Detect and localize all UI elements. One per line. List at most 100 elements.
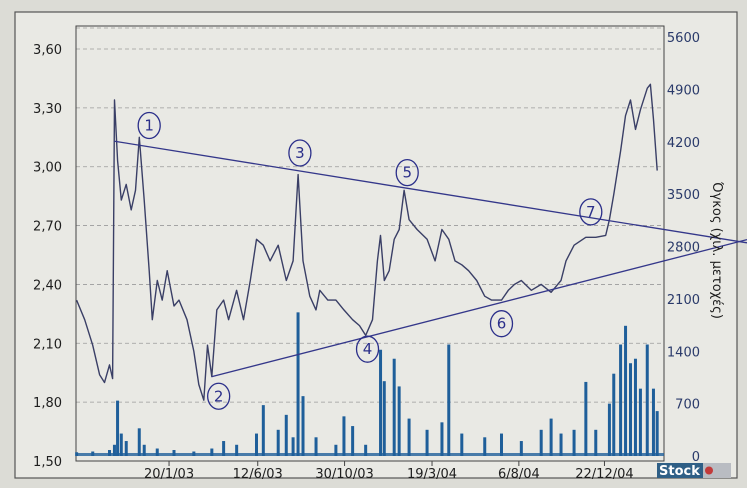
volume-bar (155, 448, 159, 456)
volume-bar (559, 433, 563, 456)
volume-bar (291, 437, 295, 456)
x-tick-label: 6/8/04 (498, 467, 540, 482)
x-tick-label: 12/6/03 (233, 467, 283, 482)
volume-bar (594, 429, 598, 456)
volume-bar (296, 312, 300, 456)
y2-tick-label: 5600 (667, 31, 700, 46)
plot-area (75, 25, 665, 462)
y2-tick-label: 1400 (667, 345, 700, 360)
volume-bar (142, 444, 146, 456)
trendline (211, 239, 747, 378)
volume-bar (645, 344, 649, 456)
y-axis-right: 5600 4900 4200 3500 2800 2100 1400 700 0 (667, 31, 700, 465)
volume-bar (210, 448, 214, 456)
volume-bar (519, 441, 523, 456)
volume-bar (655, 411, 659, 456)
volume-bar (624, 325, 628, 456)
x-tick-label: 30/10/03 (315, 467, 373, 482)
y2-tick-label: 2100 (667, 293, 700, 308)
volume-bar (284, 414, 288, 456)
volume-bar (407, 418, 411, 456)
volume-bar (651, 388, 655, 456)
annotation-marker: 5 (395, 158, 419, 187)
volume-bar (91, 451, 95, 456)
volume-bar (124, 441, 128, 456)
volume-bar (382, 381, 386, 456)
volume-bar (192, 451, 196, 456)
volume-bar (619, 344, 623, 456)
y-tick-label: 1,80 (33, 396, 62, 411)
volume-bar (440, 422, 444, 456)
volume-bar (172, 450, 176, 456)
volume-bar (254, 433, 258, 456)
volume-bar (549, 418, 553, 456)
volume-bar (107, 450, 111, 456)
volume-bar (572, 429, 576, 456)
y2-tick-label: 700 (675, 398, 700, 413)
y2-tick-label: 4900 (667, 83, 700, 98)
chart-frame (14, 11, 738, 479)
volume-bar (334, 444, 338, 456)
y-tick-label: 3,30 (33, 102, 62, 117)
y2-tick-label: 0 (692, 450, 700, 465)
annotation-circle (579, 198, 603, 226)
annotation-label: 2 (214, 387, 224, 405)
y-tick-label: 2,10 (33, 337, 62, 352)
volume-bar (397, 386, 401, 456)
volume-bar (137, 428, 141, 456)
annotation-label: 7 (586, 203, 596, 221)
y2-tick-label: 4200 (667, 136, 700, 151)
annotations: 1 2 3 4 5 6 7 (137, 111, 603, 410)
annotation-label: 4 (363, 340, 373, 358)
trendlines (114, 140, 747, 378)
x-axis: 20/1/03 12/6/03 30/10/03 19/3/04 6/8/04 22/12… (144, 461, 634, 482)
y-tick-label: 3,00 (33, 161, 62, 176)
volume-bar (75, 452, 79, 456)
y-tick-label: 1,50 (33, 455, 62, 470)
annotation-label: 5 (402, 164, 412, 182)
annotation-label: 1 (144, 117, 154, 135)
volume-bar (379, 349, 383, 456)
volume-bar (539, 429, 543, 456)
annotation-circle (207, 382, 231, 410)
y-tick-label: 3,60 (33, 43, 62, 58)
logo-text: Stock (659, 464, 700, 479)
annotation-marker: 7 (579, 198, 603, 226)
volume-baseline (76, 453, 664, 456)
annotation-marker: 6 (489, 310, 514, 338)
volume-bar (392, 358, 396, 456)
annotation-marker: 1 (137, 111, 161, 140)
stock-logo: Stock (657, 463, 731, 479)
volume-bar (276, 429, 280, 456)
annotation-circle (288, 139, 312, 167)
volume-bar (584, 381, 588, 456)
volume-bar (342, 416, 346, 456)
volume-bar (301, 396, 305, 456)
y-tick-label: 2,70 (33, 220, 62, 235)
grid (76, 27, 664, 403)
annotation-label: 3 (295, 144, 305, 162)
volume-bar (119, 433, 123, 456)
volume-bar (116, 400, 120, 456)
volume-bar (447, 344, 451, 456)
volume-bar (612, 373, 616, 456)
volume-bar (629, 363, 633, 456)
y-axis-left: 3,60 3,30 3,00 2,70 2,40 2,10 1,80 1,50 (33, 43, 62, 470)
annotation-marker: 2 (207, 382, 231, 410)
volume-bar (112, 444, 116, 456)
y2-axis-label: Όγκος (χιλ. μετοχές) (709, 181, 724, 319)
volume-bar (483, 437, 487, 456)
annotation-circle (489, 310, 514, 338)
volume-bar (607, 403, 611, 456)
annotation-circle (137, 111, 161, 140)
volume-bar (351, 426, 355, 456)
x-tick-label: 20/1/03 (144, 467, 194, 482)
y-tick-label: 2,40 (33, 278, 62, 293)
x-tick-label: 19/3/04 (407, 467, 457, 482)
volume-bar (633, 358, 637, 456)
volume-bar (235, 444, 239, 456)
volume-bar (499, 433, 503, 456)
annotation-marker: 3 (288, 139, 312, 167)
volume-bar (222, 441, 226, 456)
